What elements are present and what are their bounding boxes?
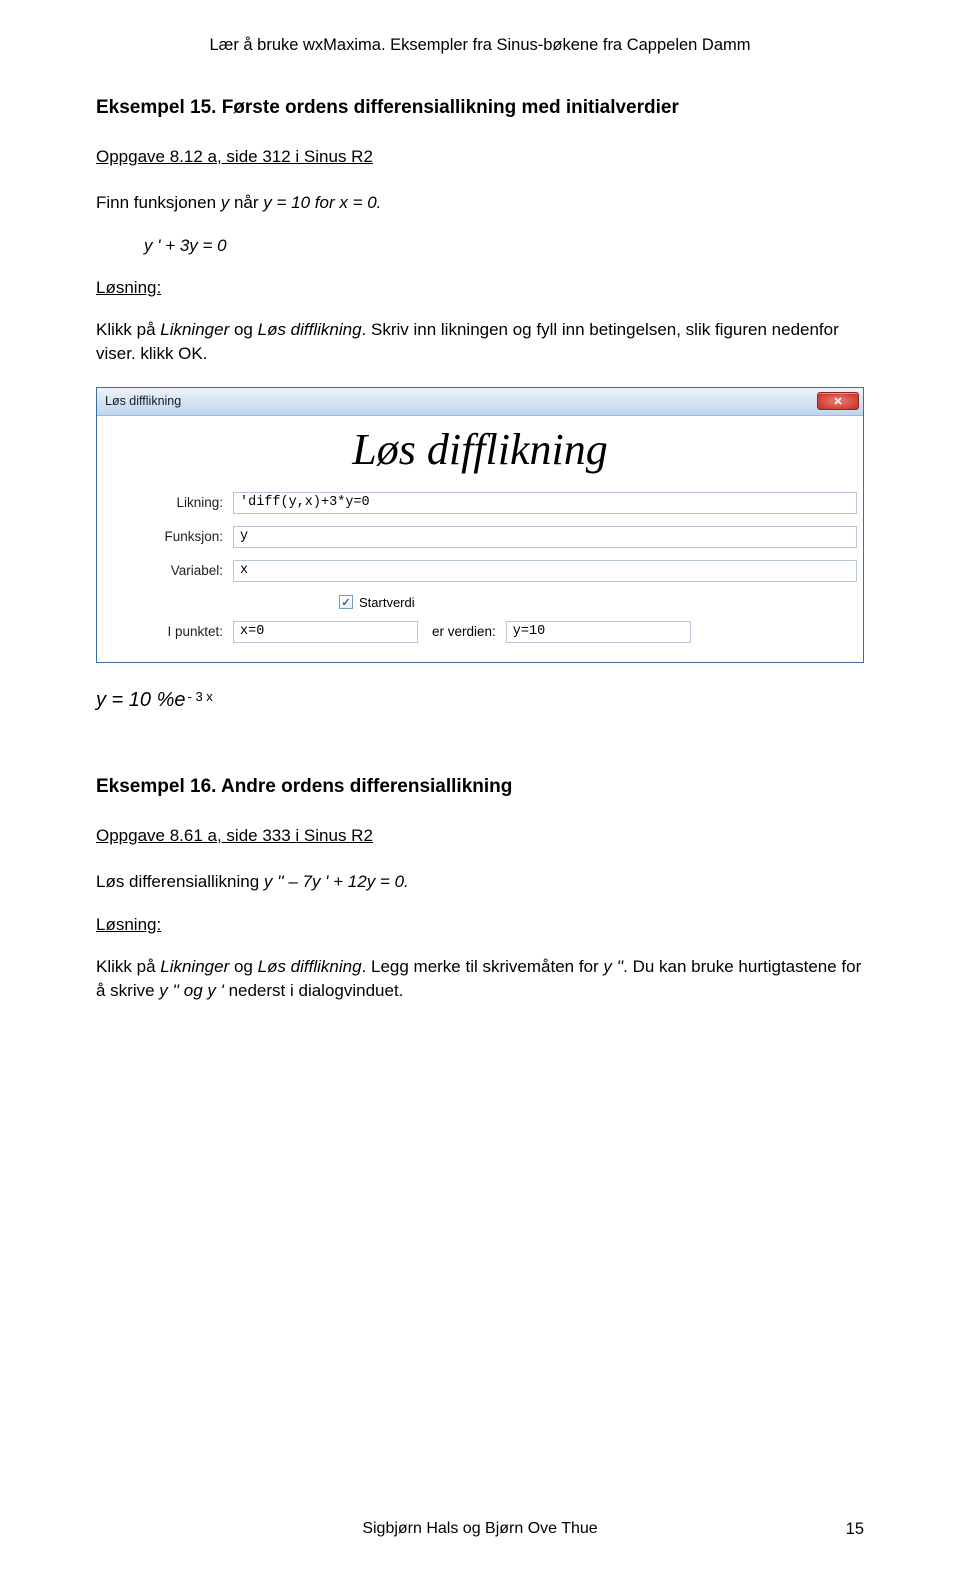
formula-base: y = 10 %e [96, 689, 186, 712]
dialog-window: Løs difflikning ✕ Løs difflikning Liknin… [96, 387, 864, 663]
ex16-prompt: Løs differensiallikning y '' – 7y ' + 12… [96, 870, 864, 895]
text: Klikk på [96, 957, 160, 976]
menu-item: Løs difflikning [258, 957, 362, 976]
checkbox-startverdi[interactable]: ✓ [339, 595, 353, 609]
row-funksjon: Funksjon: [103, 523, 857, 551]
dialog-heading: Løs difflikning [103, 424, 857, 475]
page-number: 15 [846, 1520, 864, 1539]
formula-exp: - 3 x [188, 689, 213, 704]
menu-item: Likninger [160, 957, 229, 976]
label-ipunkt: I punktet: [103, 624, 233, 639]
text: og [229, 320, 257, 339]
text: Finn funksjonen [96, 193, 221, 212]
input-likning[interactable] [233, 492, 857, 514]
label-erverdi: er verdien: [418, 624, 506, 639]
ex15-task: Oppgave 8.12 a, side 312 i Sinus R2 [96, 147, 864, 167]
text: nederst i dialogvinduet. [224, 981, 404, 1000]
close-icon: ✕ [833, 395, 842, 408]
checkbox-label: Startverdi [359, 595, 415, 610]
dialog-body: Løs difflikning Likning: Funksjon: Varia… [97, 416, 863, 662]
row-ipunkt: I punktet: er verdien: [103, 618, 857, 646]
label-variabel: Variabel: [103, 563, 233, 578]
text: Klikk på [96, 320, 160, 339]
doc-header: Lær å bruke wxMaxima. Eksempler fra Sinu… [96, 36, 864, 55]
label-likning: Likning: [103, 495, 233, 510]
ex16-instructions: Klikk på Likninger og Løs difflikning. L… [96, 955, 864, 1004]
footer-authors: Sigbjørn Hals og Bjørn Ove Thue [362, 1520, 597, 1538]
titlebar: Løs difflikning ✕ [97, 388, 863, 416]
menu-item: Likninger [160, 320, 229, 339]
text: Løs differensiallikning [96, 872, 264, 891]
label-funksjon: Funksjon: [103, 529, 233, 544]
result-formula: y = 10 %e- 3 x [96, 689, 864, 712]
ex15-title: Eksempel 15. Første ordens differensiall… [96, 97, 864, 119]
text: . Legg merke til skrivemåten for [362, 957, 604, 976]
input-ipunkt[interactable] [233, 621, 418, 643]
row-variabel: Variabel: [103, 557, 857, 585]
footer: Sigbjørn Hals og Bjørn Ove Thue 15 [0, 1520, 960, 1538]
ex16-title: Eksempel 16. Andre ordens differensialli… [96, 776, 864, 798]
input-funksjon[interactable] [233, 526, 857, 548]
input-erverdi[interactable] [506, 621, 691, 643]
ex15-equation: y ' + 3y = 0 [144, 236, 864, 256]
var-y: y [221, 193, 230, 212]
text: når [229, 193, 263, 212]
page: Lær å bruke wxMaxima. Eksempler fra Sinu… [0, 0, 960, 1064]
ex15-instructions: Klikk på Likninger og Løs difflikning. S… [96, 318, 864, 367]
close-button[interactable]: ✕ [817, 392, 859, 410]
text: og [229, 957, 257, 976]
eq: y '' – 7y ' + 12y = 0. [264, 872, 409, 891]
row-likning: Likning: [103, 489, 857, 517]
row-startverdi: ✓ Startverdi [103, 595, 857, 610]
ex16-task: Oppgave 8.61 a, side 333 i Sinus R2 [96, 826, 864, 846]
titlebar-text: Løs difflikning [105, 394, 817, 408]
ex15-solution-label: Løsning: [96, 278, 864, 298]
cond: y = 10 for x = 0. [263, 193, 381, 212]
var: y '' [603, 957, 623, 976]
ex15-prompt: Finn funksjonen y når y = 10 for x = 0. [96, 191, 864, 216]
var: y '' og y ' [159, 981, 224, 1000]
input-variabel[interactable] [233, 560, 857, 582]
menu-item: Løs difflikning [258, 320, 362, 339]
ex16-solution-label: Løsning: [96, 915, 864, 935]
